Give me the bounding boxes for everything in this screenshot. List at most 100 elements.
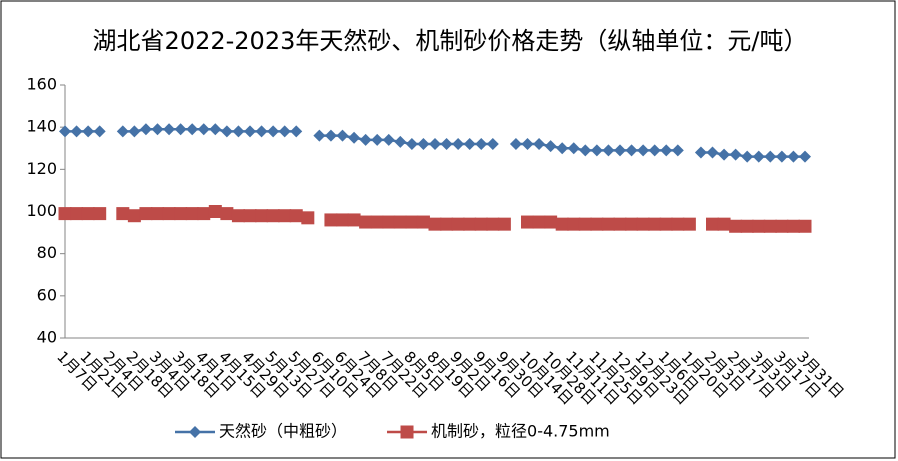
y-tick-label: 120 — [26, 159, 57, 178]
marker — [682, 217, 696, 231]
marker — [544, 215, 558, 229]
marker — [521, 138, 534, 151]
marker — [729, 219, 743, 233]
marker — [417, 138, 430, 151]
marker — [497, 217, 511, 231]
marker — [70, 207, 84, 221]
marker — [393, 215, 407, 229]
marker — [151, 123, 164, 136]
marker — [220, 125, 233, 138]
marker — [278, 125, 291, 138]
marker — [590, 144, 603, 157]
marker — [451, 217, 465, 231]
marker — [359, 215, 373, 229]
marker — [243, 209, 257, 223]
marker — [359, 133, 372, 146]
marker — [185, 207, 199, 221]
marker — [82, 125, 95, 138]
marker — [775, 150, 788, 163]
marker — [648, 217, 662, 231]
marker — [486, 217, 500, 231]
marker — [267, 125, 280, 138]
marker — [440, 217, 454, 231]
marker — [174, 123, 187, 136]
marker — [301, 211, 315, 225]
marker — [163, 123, 176, 136]
marker — [625, 144, 638, 157]
marker — [578, 217, 592, 231]
marker — [186, 123, 199, 136]
marker — [694, 146, 707, 159]
marker — [93, 125, 106, 138]
marker — [255, 209, 269, 223]
marker — [382, 133, 395, 146]
marker — [579, 144, 592, 157]
marker — [151, 207, 164, 221]
marker — [370, 215, 384, 229]
marker — [648, 144, 661, 157]
marker — [544, 140, 557, 153]
marker — [174, 207, 188, 221]
marker — [787, 150, 800, 163]
marker — [428, 217, 442, 231]
marker — [278, 209, 292, 223]
legend-label: 天然砂（中粗砂） — [219, 422, 347, 441]
marker — [706, 146, 719, 159]
marker — [231, 209, 245, 223]
marker — [671, 144, 684, 157]
marker — [659, 217, 673, 231]
marker — [474, 217, 488, 231]
marker — [197, 123, 210, 136]
marker — [763, 219, 777, 233]
marker — [405, 215, 419, 229]
marker — [740, 219, 754, 233]
marker — [197, 207, 211, 221]
marker — [636, 217, 650, 231]
marker — [58, 207, 72, 221]
marker — [209, 123, 222, 136]
marker — [244, 125, 256, 138]
marker — [289, 209, 303, 223]
marker — [405, 138, 418, 151]
marker — [336, 129, 349, 142]
marker — [798, 219, 812, 233]
marker — [70, 125, 83, 138]
marker — [671, 217, 685, 231]
marker — [116, 125, 129, 138]
marker — [313, 129, 326, 142]
marker — [81, 207, 95, 221]
marker — [266, 209, 280, 223]
marker — [463, 217, 477, 231]
marker — [741, 150, 754, 163]
marker — [128, 125, 141, 138]
legend-marker — [189, 426, 201, 438]
marker — [486, 138, 499, 151]
marker — [602, 144, 615, 157]
marker — [463, 138, 476, 151]
marker — [139, 207, 153, 221]
marker — [347, 213, 361, 227]
chart-title: 湖北省2022-2023年天然砂、机制砂价格走势（纵轴单位：元/吨） — [93, 27, 808, 55]
marker — [290, 125, 303, 138]
marker — [220, 207, 234, 221]
marker — [116, 207, 130, 221]
marker — [382, 215, 396, 229]
marker — [255, 125, 268, 138]
y-tick-label: 100 — [26, 201, 57, 220]
marker — [590, 217, 604, 231]
marker — [521, 215, 534, 229]
y-tick-label: 40 — [37, 328, 57, 347]
marker — [637, 144, 650, 157]
marker — [764, 150, 777, 163]
marker — [752, 150, 765, 163]
marker — [93, 207, 107, 221]
marker — [232, 125, 245, 138]
marker — [717, 217, 731, 231]
marker — [509, 138, 522, 151]
marker — [660, 144, 673, 157]
y-tick-label: 60 — [37, 285, 57, 304]
marker — [324, 213, 338, 227]
marker — [556, 142, 569, 155]
marker — [127, 209, 141, 223]
